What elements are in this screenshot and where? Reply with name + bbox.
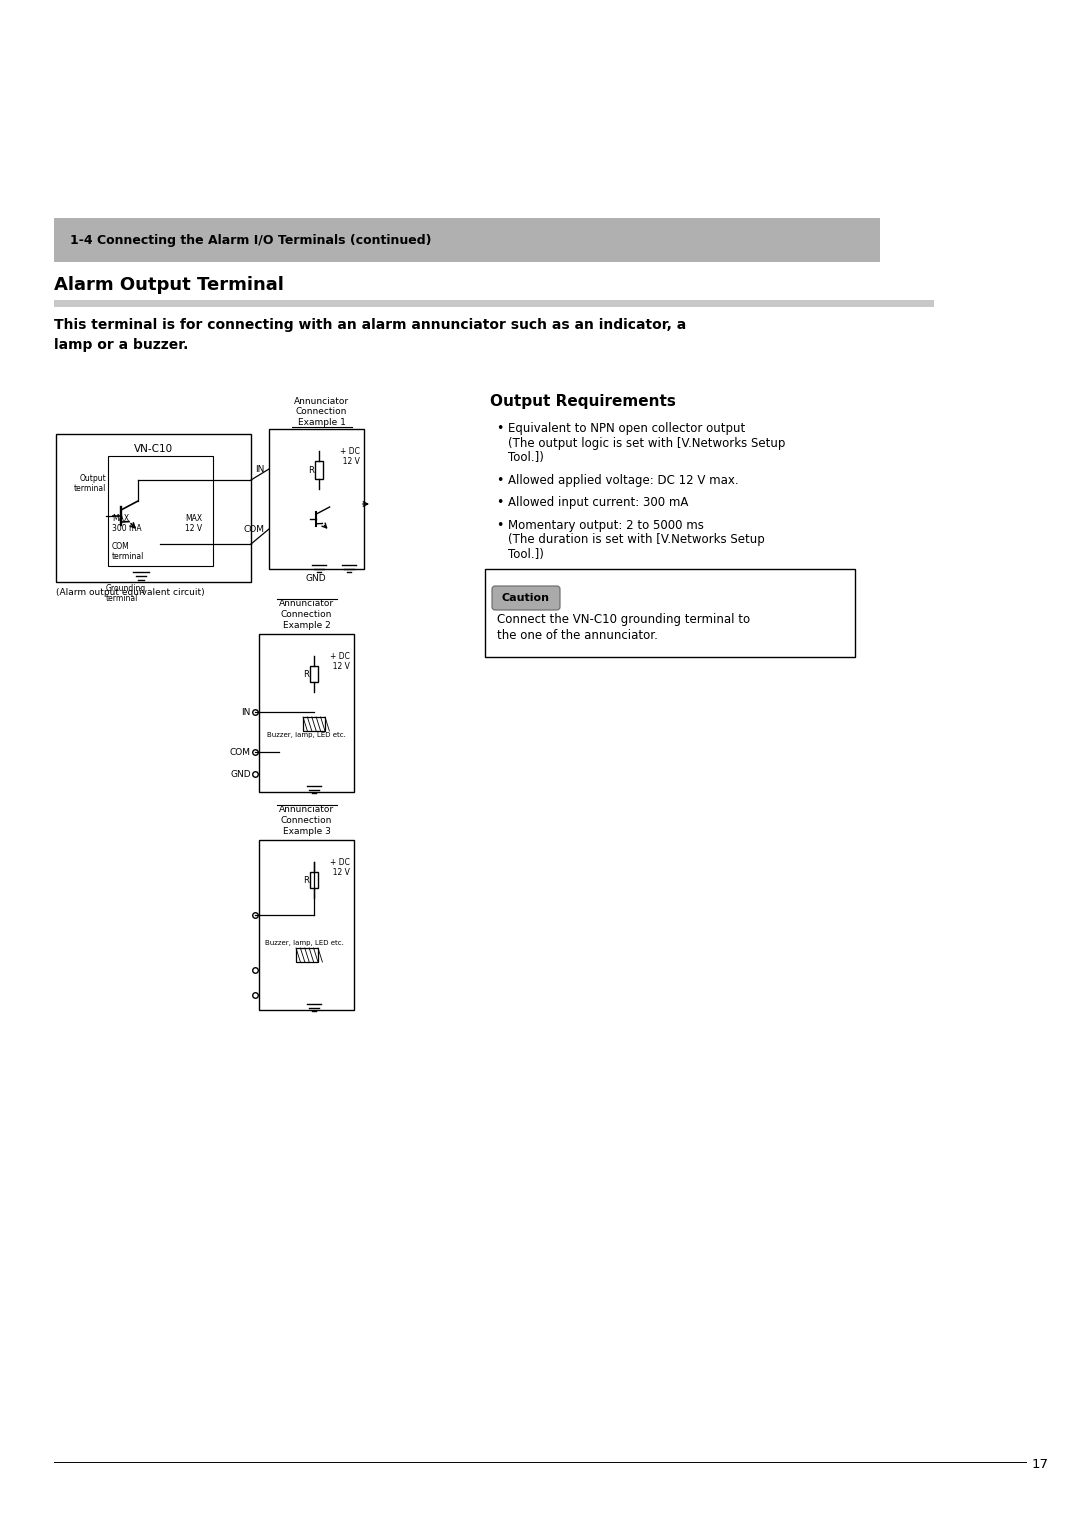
Text: Tool.]): Tool.]) — [508, 547, 544, 561]
Text: the one of the annunciator.: the one of the annunciator. — [497, 630, 658, 642]
Text: Momentary output: 2 to 5000 ms: Momentary output: 2 to 5000 ms — [508, 518, 704, 532]
Text: R: R — [303, 669, 309, 678]
Text: + DC
  12 V: + DC 12 V — [328, 652, 350, 671]
Text: Buzzer, lamp, LED etc.: Buzzer, lamp, LED etc. — [267, 732, 346, 738]
Text: •: • — [496, 474, 503, 486]
Text: •: • — [496, 497, 503, 509]
Text: Equivalent to NPN open collector output: Equivalent to NPN open collector output — [508, 422, 745, 435]
Text: + DC
  12 V: + DC 12 V — [338, 448, 360, 466]
Text: 17: 17 — [1032, 1458, 1049, 1470]
Bar — [259, 840, 354, 1010]
Text: MAX
12 V: MAX 12 V — [185, 513, 202, 533]
Text: GND: GND — [306, 575, 326, 584]
Text: Output
terminal: Output terminal — [73, 474, 106, 494]
Text: GND: GND — [230, 770, 251, 778]
Bar — [310, 872, 318, 888]
Text: Tool.]): Tool.]) — [508, 451, 544, 465]
Text: Connect the VN-C10 grounding terminal to: Connect the VN-C10 grounding terminal to — [497, 613, 751, 626]
Bar — [310, 666, 318, 681]
Text: Annunciator
Connection
Example 2: Annunciator Connection Example 2 — [279, 599, 334, 630]
Bar — [315, 461, 323, 478]
FancyBboxPatch shape — [492, 587, 561, 610]
Text: IN: IN — [242, 707, 251, 717]
Text: •: • — [496, 422, 503, 435]
Text: Output Requirements: Output Requirements — [490, 394, 676, 410]
Bar — [54, 219, 880, 261]
Text: (Alarm output equivalent circuit): (Alarm output equivalent circuit) — [56, 588, 204, 597]
Text: VN-C10: VN-C10 — [134, 445, 173, 454]
Text: COM
terminal: COM terminal — [112, 542, 145, 561]
Bar — [54, 299, 934, 307]
Bar — [259, 634, 354, 792]
Text: + DC
  12 V: + DC 12 V — [328, 859, 350, 877]
Text: MAX
300 mA: MAX 300 mA — [112, 513, 141, 533]
Text: IN: IN — [256, 465, 265, 474]
Text: Annunciator
Connection
Example 1: Annunciator Connection Example 1 — [294, 396, 349, 426]
Text: Alarm Output Terminal: Alarm Output Terminal — [54, 277, 284, 293]
Text: This terminal is for connecting with an alarm annunciator such as an indicator, : This terminal is for connecting with an … — [54, 318, 686, 332]
Bar — [296, 947, 318, 963]
Bar — [303, 717, 325, 730]
Text: Allowed applied voltage: DC 12 V max.: Allowed applied voltage: DC 12 V max. — [508, 474, 739, 486]
Bar — [56, 434, 251, 582]
Text: COM: COM — [244, 524, 265, 533]
Text: lamp or a buzzer.: lamp or a buzzer. — [54, 338, 188, 351]
Text: (The output logic is set with [V.Networks Setup: (The output logic is set with [V.Network… — [508, 437, 785, 449]
Text: 1-4 Connecting the Alarm I/O Terminals (continued): 1-4 Connecting the Alarm I/O Terminals (… — [70, 234, 432, 246]
Bar — [108, 455, 213, 565]
Text: Allowed input current: 300 mA: Allowed input current: 300 mA — [508, 497, 688, 509]
Text: R: R — [308, 466, 314, 475]
Text: (The duration is set with [V.Networks Setup: (The duration is set with [V.Networks Se… — [508, 533, 765, 545]
Text: COM: COM — [230, 747, 251, 756]
Text: •: • — [496, 518, 503, 532]
Text: R: R — [303, 876, 309, 885]
Text: Annunciator
Connection
Example 3: Annunciator Connection Example 3 — [279, 805, 334, 836]
Text: Caution: Caution — [502, 593, 550, 604]
Text: Grounding
terminal: Grounding terminal — [106, 584, 146, 604]
Bar — [269, 429, 364, 568]
Text: Buzzer, lamp, LED etc.: Buzzer, lamp, LED etc. — [265, 940, 343, 946]
Bar — [485, 568, 855, 657]
